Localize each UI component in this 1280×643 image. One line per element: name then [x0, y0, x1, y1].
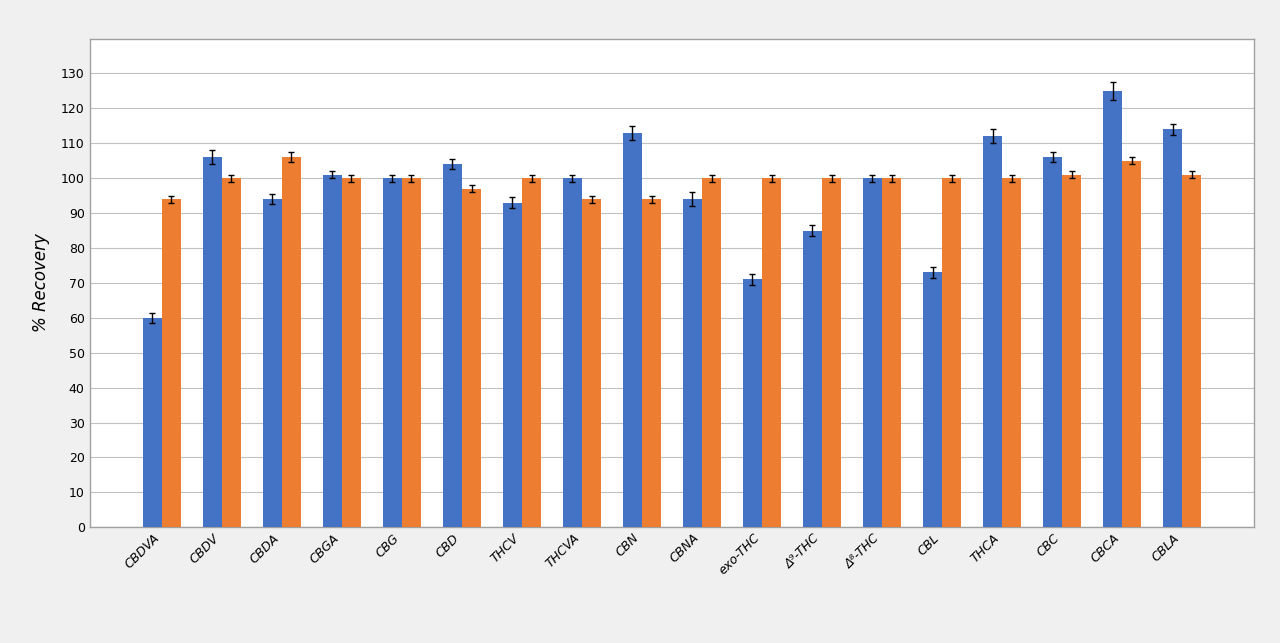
Bar [342, 178, 361, 527]
Bar [1123, 161, 1142, 527]
Bar [1062, 175, 1082, 527]
Bar [643, 199, 662, 527]
Bar [503, 203, 522, 527]
Bar [142, 318, 161, 527]
Bar [462, 188, 481, 527]
Bar [402, 178, 421, 527]
Bar [1164, 129, 1183, 527]
Bar [762, 178, 781, 527]
Y-axis label: % Recovery: % Recovery [32, 233, 50, 332]
Bar [1103, 91, 1123, 527]
Bar [1043, 158, 1062, 527]
Bar [161, 199, 180, 527]
Bar [202, 158, 221, 527]
Bar [882, 178, 901, 527]
Bar [822, 178, 841, 527]
Bar [742, 280, 762, 527]
Bar [1002, 178, 1021, 527]
Bar [1183, 175, 1202, 527]
Bar [282, 158, 301, 527]
Bar [522, 178, 541, 527]
Bar [682, 199, 701, 527]
Bar [923, 273, 942, 527]
Bar [803, 231, 822, 527]
Bar [323, 175, 342, 527]
Bar [863, 178, 882, 527]
Bar [623, 133, 643, 527]
Bar [221, 178, 241, 527]
Bar [582, 199, 602, 527]
Bar [443, 164, 462, 527]
Bar [563, 178, 582, 527]
Bar [983, 136, 1002, 527]
Bar [383, 178, 402, 527]
Bar [701, 178, 721, 527]
Bar [262, 199, 282, 527]
Bar [942, 178, 961, 527]
